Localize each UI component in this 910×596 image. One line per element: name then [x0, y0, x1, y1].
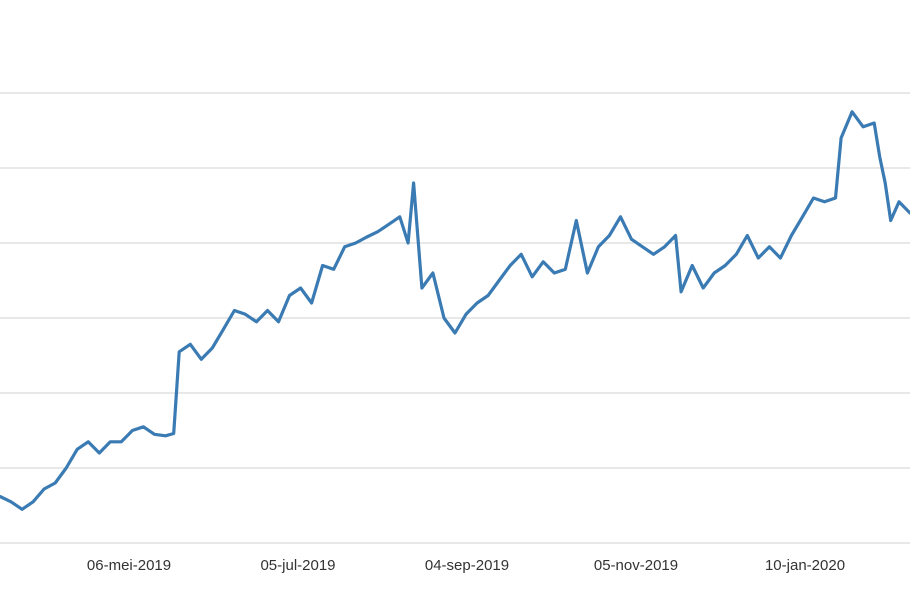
gridlines: [0, 92, 910, 544]
x-tick-label: 10-jan-2020: [765, 557, 845, 574]
x-axis-tick-labels: 06-mei-2019 05-jul-2019 04-sep-2019 05-nov-…: [87, 557, 845, 574]
series-lines: [0, 110, 910, 511]
x-tick-label: 05-nov-2019: [594, 557, 678, 574]
x-tick-label: 04-sep-2019: [425, 557, 509, 574]
x-tick-label: 05-jul-2019: [260, 557, 335, 574]
series-line: [0, 110, 910, 511]
x-tick-label: 06-mei-2019: [87, 557, 171, 574]
